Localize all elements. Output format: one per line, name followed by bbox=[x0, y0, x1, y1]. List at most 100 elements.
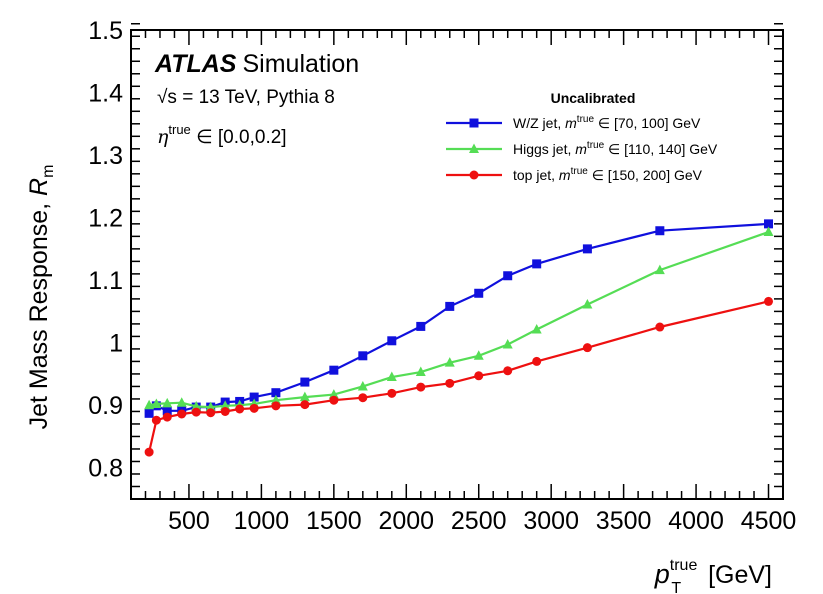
data-point-higgs-jet bbox=[144, 399, 155, 410]
data-point-top-jet bbox=[249, 403, 259, 413]
plot-frame bbox=[130, 29, 784, 500]
data-point-top-jet bbox=[358, 393, 368, 403]
y-tick-label: 0.9 bbox=[88, 392, 123, 420]
data-point-higgs-jet bbox=[473, 350, 484, 360]
y-tick-label: 1.3 bbox=[88, 142, 123, 170]
data-point-w-z-jet bbox=[655, 226, 665, 236]
data-point-higgs-jet bbox=[328, 389, 339, 399]
data-point-w-z-jet bbox=[358, 351, 368, 361]
data-point-higgs-jet bbox=[191, 400, 202, 411]
legend-swatch-marker bbox=[469, 118, 479, 128]
data-point-top-jet bbox=[582, 343, 592, 353]
data-point-higgs-jet bbox=[582, 299, 593, 309]
data-point-higgs-jet bbox=[151, 398, 162, 408]
data-point-w-z-jet bbox=[445, 301, 455, 311]
data-point-w-z-jet bbox=[162, 406, 172, 416]
series-w-z-jet bbox=[144, 219, 774, 418]
series-higgs-jet bbox=[144, 226, 774, 412]
y-axis: 0.8 0.9 1 1.1 1.2 1.3 1.4 1.5 bbox=[88, 17, 783, 500]
legend-label: top jet, mtrue ∈ [150, 200] GeV bbox=[513, 166, 703, 183]
data-point-top-jet bbox=[271, 401, 281, 411]
series-layer bbox=[144, 219, 774, 457]
series-top-jet bbox=[144, 296, 774, 457]
legend-swatch-marker bbox=[469, 170, 479, 180]
data-point-top-jet bbox=[144, 447, 154, 457]
data-point-top-jet bbox=[445, 378, 455, 388]
data-point-w-z-jet bbox=[300, 377, 310, 387]
data-point-higgs-jet bbox=[654, 264, 665, 275]
data-point-top-jet bbox=[162, 412, 172, 422]
series-line-w-z-jet bbox=[148, 222, 769, 415]
legend-title: Uncalibrated bbox=[551, 90, 636, 106]
data-point-w-z-jet bbox=[474, 288, 484, 298]
x-tick-label: 3500 bbox=[596, 507, 652, 535]
data-point-w-z-jet bbox=[271, 388, 281, 398]
data-point-higgs-jet bbox=[220, 400, 231, 410]
legend-entry-higgs-jet: Higgs jet, mtrue ∈ [110, 140] GeV bbox=[446, 140, 718, 157]
data-point-top-jet bbox=[387, 388, 397, 398]
x-tick-label: 1500 bbox=[306, 507, 362, 535]
x-axis-title: ptrue T [GeV] bbox=[654, 557, 772, 594]
data-point-higgs-jet bbox=[502, 339, 513, 349]
data-point-top-jet bbox=[532, 356, 542, 366]
data-point-top-jet bbox=[235, 404, 245, 414]
data-point-higgs-jet bbox=[415, 366, 426, 377]
legend-label: Higgs jet, mtrue ∈ [110, 140] GeV bbox=[513, 140, 718, 157]
y-tick-label: 1.2 bbox=[88, 205, 123, 233]
data-point-top-jet bbox=[416, 382, 426, 392]
data-point-higgs-jet bbox=[299, 391, 310, 402]
y-tick-label: 0.8 bbox=[88, 455, 123, 483]
data-point-top-jet bbox=[191, 407, 201, 417]
legend-label: W/Z jet, mtrue ∈ [70, 100] GeV bbox=[513, 114, 701, 131]
data-point-higgs-jet bbox=[763, 226, 774, 236]
data-point-higgs-jet bbox=[386, 371, 397, 382]
x-tick-label: 3000 bbox=[523, 507, 579, 535]
series-line-top-jet bbox=[148, 300, 769, 453]
data-point-higgs-jet bbox=[205, 401, 216, 412]
data-point-top-jet bbox=[764, 296, 774, 306]
data-point-top-jet bbox=[474, 371, 484, 381]
x-tick-label: 2000 bbox=[378, 507, 434, 535]
data-point-top-jet bbox=[655, 322, 665, 332]
data-point-higgs-jet bbox=[270, 394, 281, 405]
x-tick-label: 500 bbox=[168, 507, 210, 535]
data-point-higgs-jet bbox=[357, 380, 368, 391]
y-tick-label: 1.1 bbox=[88, 267, 123, 295]
x-tick-label: 1000 bbox=[234, 507, 290, 535]
data-point-w-z-jet bbox=[532, 259, 542, 269]
data-point-higgs-jet bbox=[162, 397, 173, 408]
data-point-top-jet bbox=[329, 395, 339, 405]
y-tick-label: 1.5 bbox=[88, 17, 123, 45]
experiment-label: ATLAS Simulation bbox=[154, 50, 359, 78]
y-tick-label: 1.4 bbox=[88, 80, 123, 108]
data-point-top-jet bbox=[503, 366, 513, 376]
data-point-w-z-jet bbox=[144, 408, 154, 418]
legend-entry-top-jet: top jet, mtrue ∈ [150, 200] GeV bbox=[446, 166, 703, 183]
legend: Uncalibrated W/Z jet, mtrue ∈ [70, 100] … bbox=[446, 90, 718, 183]
y-tick-label: 1 bbox=[109, 330, 123, 358]
x-tick-label: 4500 bbox=[741, 507, 797, 535]
data-point-w-z-jet bbox=[503, 271, 513, 281]
data-point-higgs-jet bbox=[531, 324, 542, 334]
data-point-w-z-jet bbox=[387, 336, 397, 346]
data-point-top-jet bbox=[151, 415, 161, 425]
data-point-w-z-jet bbox=[329, 365, 339, 375]
eta-range-label: ηtrue ∈ [0.0,0.2] bbox=[157, 122, 287, 148]
data-point-w-z-jet bbox=[416, 321, 426, 331]
data-point-higgs-jet bbox=[176, 397, 187, 407]
legend-swatch-marker bbox=[469, 143, 479, 153]
legend-entry-w-z-jet: W/Z jet, mtrue ∈ [70, 100] GeV bbox=[446, 114, 701, 131]
x-axis: 500 1000 1500 2000 2500 3000 3500 4000 4500 bbox=[130, 30, 797, 535]
data-point-higgs-jet bbox=[444, 357, 455, 367]
data-point-w-z-jet bbox=[249, 392, 259, 402]
data-point-top-jet bbox=[300, 400, 310, 410]
y-axis-title: Jet Mass Response, Rm bbox=[25, 165, 57, 430]
data-point-top-jet bbox=[177, 409, 187, 419]
energy-label: √s = 13 TeV, Pythia 8 bbox=[157, 87, 335, 108]
data-point-w-z-jet bbox=[582, 244, 592, 254]
x-tick-label: 4000 bbox=[668, 507, 724, 535]
data-point-top-jet bbox=[220, 406, 230, 416]
data-point-top-jet bbox=[206, 408, 216, 418]
x-tick-label: 2500 bbox=[451, 507, 507, 535]
